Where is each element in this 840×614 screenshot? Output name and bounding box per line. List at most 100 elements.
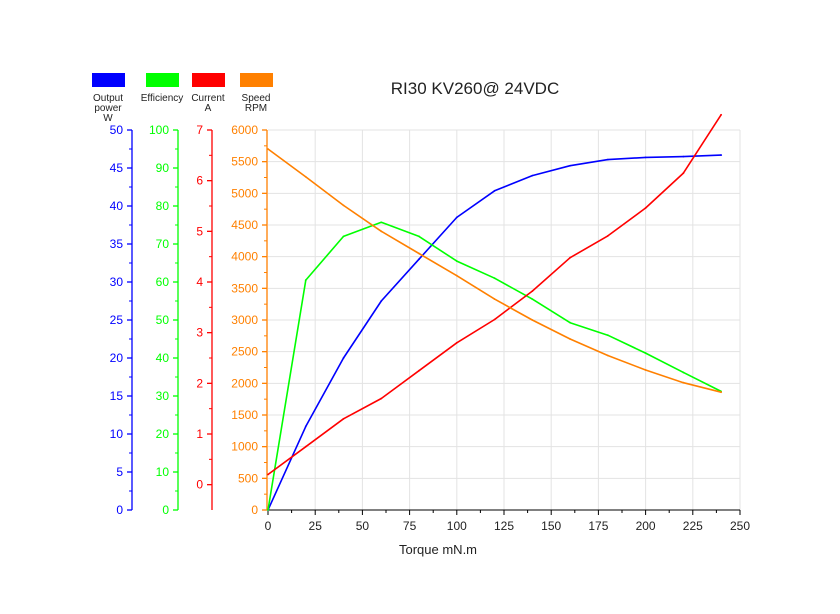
data-point-efficiency — [606, 334, 609, 337]
x-tick-label: 175 — [588, 519, 608, 533]
data-point-speed — [606, 354, 609, 357]
y-tick-label-current: 2 — [196, 376, 203, 390]
series-line-speed — [267, 148, 722, 393]
legend-label-power: W — [103, 113, 113, 124]
data-point-speed — [304, 175, 307, 178]
y-tick-label-efficiency: 90 — [156, 161, 170, 175]
y-tick-label-current: 7 — [196, 123, 203, 137]
data-point-efficiency — [380, 221, 383, 224]
data-point-efficiency — [569, 321, 571, 324]
data-point-current — [455, 341, 458, 344]
y-tick-label-speed: 0 — [251, 503, 258, 517]
x-tick-label: 50 — [356, 519, 370, 533]
y-tick-label-efficiency: 0 — [162, 503, 169, 517]
y-axis-efficiency: 0 10 20 30 40 50 60 70 80 90 100 — [149, 123, 179, 517]
legend-label-speed: RPM — [245, 103, 267, 114]
data-point-speed — [267, 148, 269, 150]
y-tick-label-speed: 2000 — [231, 376, 258, 390]
y-tick-label-speed: 4000 — [231, 250, 258, 264]
legend-swatch-power — [92, 73, 125, 87]
chart-title: RI30 KV260@ 24VDC — [391, 79, 559, 98]
y-tick-label-speed: 3500 — [231, 281, 258, 295]
legend-label-speed: Speed — [242, 93, 271, 104]
data-point-power — [606, 158, 609, 161]
y-tick-label-power: 35 — [110, 237, 124, 251]
x-tick-label: 200 — [636, 519, 656, 533]
y-tick-label-speed: 6000 — [231, 123, 258, 137]
y-tick-label-speed: 3000 — [231, 313, 258, 327]
y-tick-label-efficiency: 50 — [156, 313, 170, 327]
data-point-power — [342, 357, 345, 359]
data-point-power — [644, 156, 647, 159]
legend-label-power: power — [94, 103, 122, 114]
x-tick-label: 225 — [683, 519, 703, 533]
y-tick-label-power: 5 — [116, 465, 123, 479]
y-tick-label-speed: 2500 — [231, 345, 258, 359]
data-point-efficiency — [342, 235, 345, 238]
legend-label-current: A — [205, 103, 212, 114]
y-tick-label-power: 15 — [110, 389, 124, 403]
y-tick-label-speed: 1500 — [231, 408, 258, 422]
series-line-power — [267, 154, 722, 511]
y-tick-label-efficiency: 30 — [156, 389, 170, 403]
y-tick-label-efficiency: 60 — [156, 275, 170, 289]
y-tick-label-power: 40 — [110, 199, 124, 213]
x-tick-label: 250 — [730, 519, 750, 533]
legend-swatch-speed — [240, 73, 273, 87]
y-tick-label-efficiency: 70 — [156, 237, 170, 251]
data-point-current — [304, 445, 307, 448]
y-axis-power: 0 5 10 15 20 25 30 35 40 45 50 — [110, 123, 133, 517]
y-tick-label-current: 0 — [196, 478, 203, 492]
x-axis-label: Torque mN.m — [399, 542, 477, 557]
y-tick-label-speed: 1000 — [231, 440, 258, 454]
series-line-efficiency — [267, 221, 722, 511]
data-point-power — [531, 174, 534, 177]
y-tick-label-efficiency: 20 — [156, 427, 170, 441]
data-point-power — [455, 216, 458, 219]
data-point-current — [267, 473, 269, 476]
y-tick-label-speed: 500 — [238, 471, 258, 485]
data-point-speed — [418, 252, 420, 255]
y-tick-label-current: 4 — [196, 275, 203, 289]
legend-swatch-efficiency — [146, 73, 179, 87]
x-tick-label: 125 — [494, 519, 514, 533]
y-tick-label-speed: 4500 — [231, 218, 258, 232]
y-tick-label-current: 3 — [196, 326, 203, 340]
data-point-speed — [644, 369, 647, 371]
data-point-power — [418, 258, 420, 261]
data-point-power — [304, 425, 307, 428]
legend-label-power: Output — [93, 93, 123, 104]
legend-label-current: Current — [191, 93, 225, 104]
y-tick-label-efficiency: 80 — [156, 199, 170, 213]
data-point-speed — [720, 391, 723, 394]
data-point-power — [720, 154, 723, 156]
legend-swatch-current — [192, 73, 225, 87]
x-tick-label: 150 — [541, 519, 561, 533]
x-tick-label: 75 — [403, 519, 417, 533]
data-point-efficiency — [304, 279, 307, 281]
data-point-current — [569, 256, 571, 259]
y-tick-label-efficiency: 40 — [156, 351, 170, 365]
data-point-efficiency — [455, 260, 458, 262]
y-axis-speed: 0 500 1000 1500 2000 2500 3000 3500 4000 4500 5000… — [231, 123, 268, 517]
data-point-current — [380, 397, 383, 400]
y-tick-label-efficiency: 100 — [149, 123, 169, 137]
y-tick-label-current: 1 — [196, 427, 203, 441]
data-point-power — [493, 189, 496, 192]
y-tick-label-current: 5 — [196, 224, 203, 238]
y-tick-label-power: 50 — [110, 123, 124, 137]
data-point-efficiency — [267, 509, 269, 511]
y-tick-label-power: 20 — [110, 351, 124, 365]
x-tick-label: 100 — [447, 519, 467, 533]
data-point-speed — [569, 338, 571, 340]
data-point-current — [493, 318, 496, 321]
data-point-efficiency — [682, 371, 685, 374]
data-point-current — [418, 369, 420, 372]
data-point-current — [342, 417, 345, 420]
y-tick-label-power: 25 — [110, 313, 124, 327]
data-point-efficiency — [644, 352, 647, 354]
data-point-power — [682, 155, 685, 158]
y-tick-label-power: 45 — [110, 161, 124, 175]
y-tick-label-power: 10 — [110, 427, 124, 441]
